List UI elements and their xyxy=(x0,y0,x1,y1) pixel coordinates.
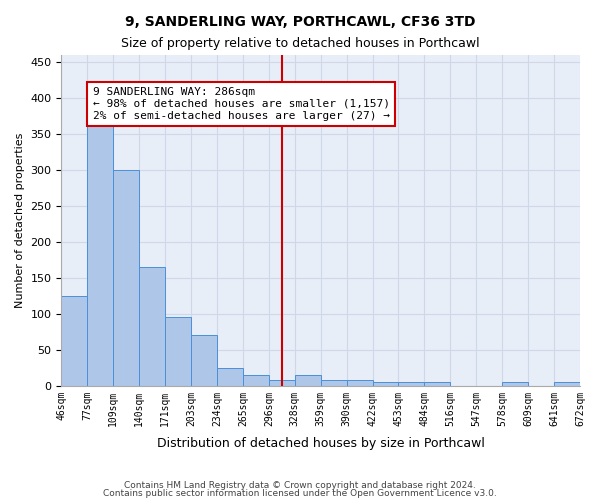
Bar xyxy=(424,382,451,386)
Bar xyxy=(373,382,398,386)
Bar xyxy=(88,124,113,386)
Bar xyxy=(217,368,243,386)
Bar xyxy=(347,380,373,386)
Bar xyxy=(295,375,321,386)
Bar xyxy=(165,318,191,386)
Y-axis label: Number of detached properties: Number of detached properties xyxy=(15,132,25,308)
Bar xyxy=(269,380,295,386)
Text: Contains public sector information licensed under the Open Government Licence v3: Contains public sector information licen… xyxy=(103,488,497,498)
Bar xyxy=(502,382,528,386)
Bar xyxy=(321,380,347,386)
Bar xyxy=(398,382,424,386)
Bar xyxy=(554,382,580,386)
Text: Size of property relative to detached houses in Porthcawl: Size of property relative to detached ho… xyxy=(121,38,479,51)
Bar xyxy=(243,375,269,386)
Text: 9 SANDERLING WAY: 286sqm
← 98% of detached houses are smaller (1,157)
2% of semi: 9 SANDERLING WAY: 286sqm ← 98% of detach… xyxy=(92,88,389,120)
Bar xyxy=(61,296,88,386)
Text: Contains HM Land Registry data © Crown copyright and database right 2024.: Contains HM Land Registry data © Crown c… xyxy=(124,481,476,490)
Bar xyxy=(113,170,139,386)
X-axis label: Distribution of detached houses by size in Porthcawl: Distribution of detached houses by size … xyxy=(157,437,485,450)
Bar xyxy=(139,267,165,386)
Bar xyxy=(191,336,217,386)
Text: 9, SANDERLING WAY, PORTHCAWL, CF36 3TD: 9, SANDERLING WAY, PORTHCAWL, CF36 3TD xyxy=(125,15,475,29)
